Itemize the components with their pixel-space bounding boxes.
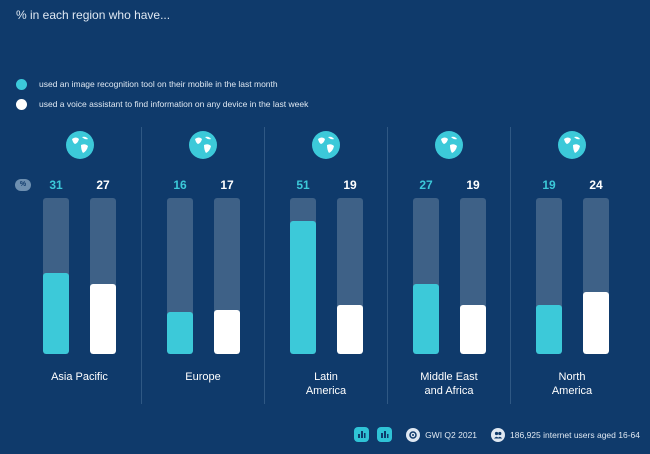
bar (536, 304, 562, 354)
region-group: 19 24 North America (510, 127, 633, 404)
bar (337, 304, 363, 354)
sample-label: 186,925 internet users aged 16-64 (510, 429, 640, 440)
users-icon (491, 427, 506, 442)
data-label: 19 (542, 178, 556, 192)
category-label-line: Latin (314, 371, 338, 383)
category-label-line: America (551, 385, 593, 397)
globe-icon (311, 130, 341, 160)
legend: used an image recognition tool on their … (16, 74, 308, 114)
region-group: 27 19 Middle East and Africa (387, 127, 510, 404)
bar (413, 283, 439, 354)
globe-icon (188, 130, 218, 160)
region-group: 31 27 Asia Pacific (18, 127, 141, 404)
bar (167, 312, 193, 354)
bar-track (43, 198, 69, 354)
data-label: 24 (589, 178, 603, 192)
legend-swatch-series-1 (16, 78, 27, 90)
data-label: 27 (419, 178, 433, 192)
category-label: Europe (142, 370, 264, 384)
legend-item-series-2: used a voice assistant to find informati… (16, 94, 308, 114)
category-label: North America (511, 370, 633, 398)
data-label: 31 (49, 178, 63, 192)
bar (583, 291, 609, 354)
data-label: 19 (466, 178, 480, 192)
data-label: 51 (296, 178, 310, 192)
legend-swatch-series-2 (16, 98, 27, 110)
chart-toggle-icon[interactable] (377, 427, 393, 442)
legend-label-series-1: used an image recognition tool on their … (39, 79, 278, 89)
data-label: 19 (343, 178, 357, 192)
source-logo-icon (406, 427, 421, 442)
category-label-line: Middle East (420, 371, 478, 383)
bar-track (583, 198, 609, 354)
bar (290, 221, 316, 354)
data-label: 17 (220, 178, 234, 192)
bar (90, 283, 116, 354)
bar-track (290, 198, 316, 354)
globe-icon (65, 130, 95, 160)
category-label-line: Europe (185, 371, 221, 383)
region-group: 51 19 Latin America (264, 127, 387, 404)
category-label: Asia Pacific (18, 370, 141, 384)
category-label-line: and Africa (424, 385, 474, 397)
source-label: GWI Q2 2021 (425, 429, 478, 440)
data-label: 16 (173, 178, 187, 192)
category-label: Latin America (265, 370, 387, 398)
bar-chart-icon[interactable] (354, 427, 370, 442)
category-label-line: America (305, 385, 347, 397)
category-label: Middle East and Africa (388, 370, 510, 398)
bar-track (167, 198, 193, 354)
footer: GWI Q2 2021 186,925 internet users aged … (354, 427, 640, 442)
chart-subtitle: % in each region who have... (16, 8, 171, 22)
category-label-line: North (558, 371, 586, 383)
bar-track (214, 198, 240, 354)
bar-track (413, 198, 439, 354)
bar-track (536, 198, 562, 354)
percent-badge: % (15, 179, 31, 191)
globe-icon (434, 130, 464, 160)
legend-item-series-1: used an image recognition tool on their … (16, 74, 308, 94)
bar (214, 309, 240, 354)
category-label-line: Asia Pacific (51, 371, 108, 383)
legend-label-series-2: used a voice assistant to find informati… (39, 99, 309, 109)
bar-track (460, 198, 486, 354)
globe-icon (557, 130, 587, 160)
data-label: 27 (96, 178, 110, 192)
region-group: 16 17 Europe (141, 127, 264, 404)
bar-track (90, 198, 116, 354)
bar (460, 304, 486, 354)
bar-track (337, 198, 363, 354)
bar (43, 273, 69, 354)
